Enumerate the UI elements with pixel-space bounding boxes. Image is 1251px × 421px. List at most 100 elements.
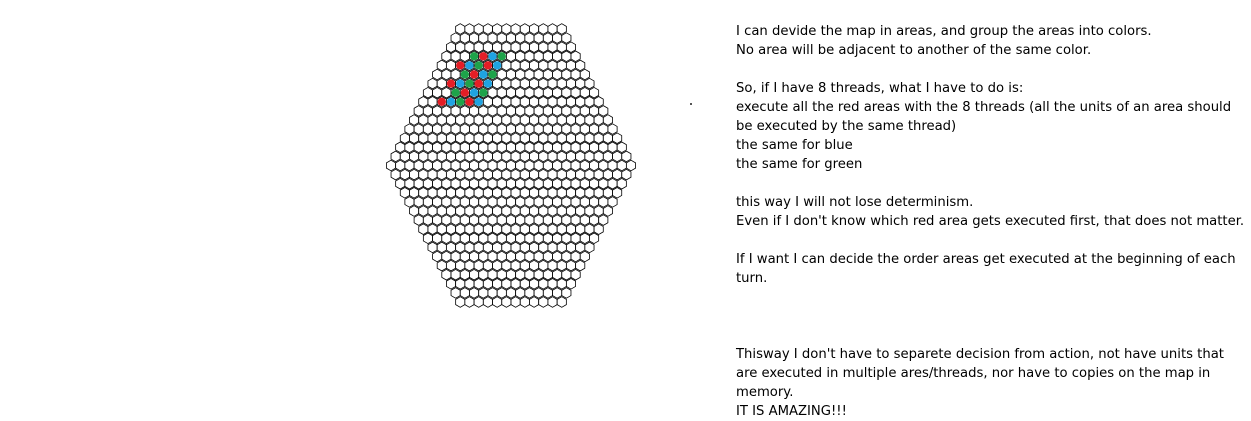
hex-cell bbox=[561, 287, 572, 299]
hex-cell bbox=[519, 132, 530, 144]
hex-cell bbox=[455, 259, 466, 272]
hex-cell bbox=[464, 150, 475, 163]
hex-cell bbox=[556, 278, 567, 290]
hex-cell bbox=[422, 86, 433, 99]
area-dot-red bbox=[446, 79, 456, 88]
hex-cell bbox=[469, 214, 480, 226]
area-dot-green bbox=[456, 97, 465, 107]
hex-cell bbox=[441, 68, 452, 81]
hex-cell bbox=[496, 250, 507, 263]
hex-cell bbox=[478, 214, 489, 226]
hex-cell bbox=[441, 123, 452, 135]
hex-cell bbox=[501, 168, 512, 181]
hex-cell bbox=[450, 214, 461, 226]
hex-cell bbox=[556, 114, 567, 126]
hex-cell bbox=[418, 150, 429, 163]
hex-cell bbox=[515, 105, 526, 117]
hex-cell bbox=[427, 77, 438, 90]
hex-cell bbox=[506, 232, 516, 245]
hex-cell bbox=[446, 41, 456, 53]
hex-cell bbox=[552, 86, 563, 99]
hex-cell bbox=[575, 259, 586, 272]
area-dot-green bbox=[460, 70, 470, 79]
hex-cell bbox=[566, 77, 576, 90]
hex-cell bbox=[570, 214, 581, 226]
hex-cell bbox=[529, 77, 540, 90]
hex-cell bbox=[533, 214, 544, 226]
hex-cell bbox=[459, 50, 470, 63]
hex-cell bbox=[478, 196, 489, 208]
hex-cell bbox=[432, 105, 443, 117]
hex-cell bbox=[478, 287, 489, 299]
hex-cell bbox=[501, 77, 512, 90]
hex-cell bbox=[450, 50, 461, 63]
hex-cell bbox=[487, 196, 498, 208]
hex-cell bbox=[598, 177, 609, 190]
hex-cell bbox=[542, 250, 553, 263]
hex-cell bbox=[529, 23, 540, 35]
hex-cell bbox=[556, 259, 567, 272]
hex-cell bbox=[519, 259, 530, 272]
hex-cell bbox=[413, 214, 424, 226]
hex-cell bbox=[566, 259, 576, 272]
hex-cell bbox=[450, 196, 461, 208]
hex-cell bbox=[566, 132, 576, 144]
hex-cell bbox=[519, 41, 530, 53]
hex-cell bbox=[598, 196, 609, 208]
hex-cell bbox=[570, 232, 581, 245]
hex-cell bbox=[589, 86, 600, 99]
hex-cell bbox=[612, 187, 623, 199]
hex-cell bbox=[524, 232, 535, 245]
hex-cell bbox=[519, 96, 530, 108]
note-line: I can devide the map in areas, and group… bbox=[736, 24, 1152, 39]
hex-cell bbox=[473, 278, 484, 290]
hex-cell bbox=[510, 23, 521, 35]
hex-cell bbox=[395, 159, 406, 172]
hex-cell bbox=[561, 177, 572, 190]
note-line: So, if I have 8 threads, what I have to … bbox=[736, 81, 1024, 96]
hex-cell bbox=[506, 32, 516, 44]
hex-cell bbox=[561, 196, 572, 208]
hex-cell bbox=[542, 105, 553, 117]
hex-cell bbox=[436, 187, 447, 199]
hex-cell bbox=[482, 205, 493, 217]
hex-cell bbox=[409, 205, 420, 217]
hex-cell bbox=[575, 77, 586, 90]
hex-cell bbox=[547, 114, 558, 126]
hex-cell bbox=[501, 205, 512, 217]
hex-cell bbox=[404, 141, 415, 154]
hex-cell bbox=[547, 23, 558, 35]
hex-cell bbox=[602, 168, 613, 181]
hex-cell bbox=[519, 23, 530, 35]
hex-cell bbox=[510, 168, 521, 181]
hex-cell bbox=[575, 241, 586, 254]
hex-cell bbox=[566, 168, 576, 181]
hex-cell bbox=[575, 168, 586, 181]
hex-cell bbox=[561, 86, 572, 99]
hex-cell bbox=[612, 132, 623, 144]
hex-cell bbox=[593, 168, 604, 181]
hex-cell bbox=[547, 168, 558, 181]
hex-cell bbox=[418, 132, 429, 144]
area-dot-blue bbox=[465, 61, 474, 70]
hex-cell bbox=[422, 105, 433, 117]
hex-cell bbox=[510, 96, 521, 108]
hex-cell bbox=[575, 114, 586, 126]
hex-cell bbox=[427, 114, 438, 126]
hex-cell bbox=[533, 141, 544, 154]
hex-cell bbox=[529, 114, 540, 126]
hex-cell bbox=[436, 59, 447, 72]
hex-cell bbox=[409, 168, 420, 181]
hex-cell bbox=[459, 287, 470, 299]
hex-cell bbox=[519, 205, 530, 217]
hex-cell bbox=[464, 187, 475, 199]
hex-cell bbox=[436, 223, 447, 235]
hex-cell bbox=[478, 250, 489, 263]
hex-cell bbox=[413, 196, 424, 208]
hex-cell bbox=[469, 105, 480, 117]
hex-cell bbox=[584, 168, 595, 181]
hex-cell bbox=[556, 59, 567, 72]
hex-cell bbox=[515, 141, 526, 154]
hex-cell bbox=[515, 250, 526, 263]
hex-cell bbox=[450, 268, 461, 281]
